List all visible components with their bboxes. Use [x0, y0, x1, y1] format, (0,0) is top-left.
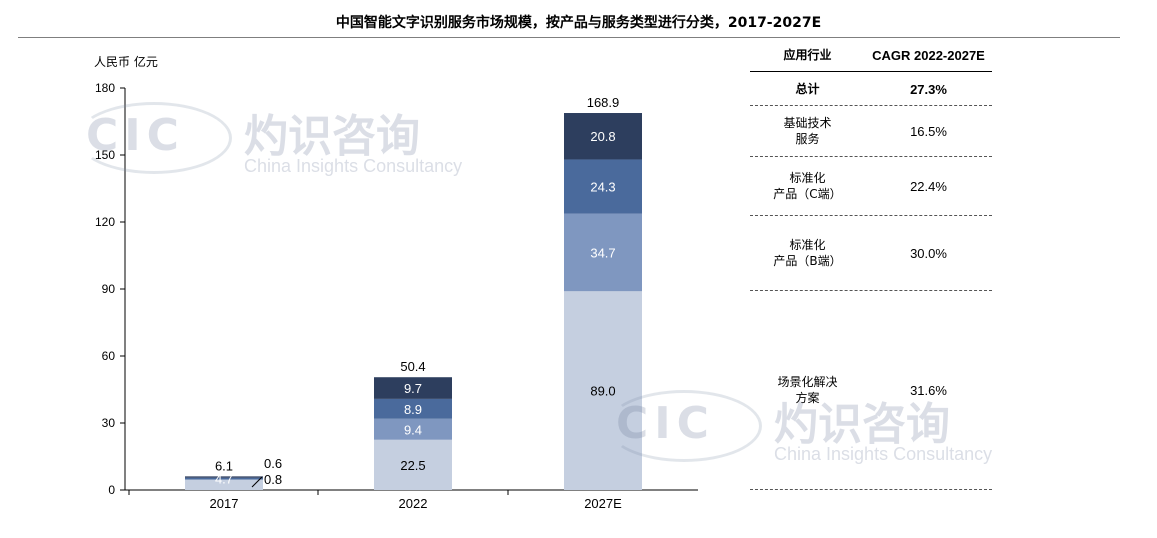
annotation-leader [251, 476, 263, 488]
table-row: 总计 27.3% [750, 73, 992, 105]
y-tick-label: 0 [108, 483, 115, 497]
y-tick-label: 90 [102, 282, 116, 296]
row-divider [750, 489, 992, 490]
data-label: 0.6 [264, 456, 282, 471]
header-rule [750, 71, 992, 72]
y-unit-label: 人民币 亿元 [94, 54, 158, 69]
bar-segment [374, 439, 452, 490]
table-row: 标准化 产品（B端） 30.0% [750, 217, 992, 289]
cagr-table-header: 应用行业 CAGR 2022-2027E [750, 40, 992, 70]
bar-segment [185, 479, 263, 490]
row-divider [750, 105, 992, 106]
data-label: 22.5 [400, 458, 425, 473]
bar-segment [564, 113, 642, 160]
row-industry: 标准化 产品（C端） [773, 171, 842, 201]
x-tick-label: 2027E [584, 496, 622, 511]
bar-segment [185, 476, 263, 478]
row-industry: 总计 [795, 82, 820, 96]
stacked-bar-chart: 人民币 亿元 0 30 60 90 120 150 180 2017 6.1 2022 22.5 9.4… [94, 54, 698, 511]
total-label: 6.1 [215, 458, 233, 473]
row-cagr: 30.0% [910, 245, 947, 261]
data-label: 20.8 [590, 129, 615, 144]
table-row: 基础技术 服务 16.5% [750, 107, 992, 155]
data-label: 0.8 [264, 472, 282, 487]
y-tick-label: 180 [95, 81, 115, 95]
header-cagr: CAGR 2022-2027E [872, 47, 985, 63]
row-industry: 场景化解决 方案 [777, 375, 838, 405]
y-tick-label: 150 [95, 148, 115, 162]
bar-segment [564, 291, 642, 490]
row-divider [750, 156, 992, 157]
table-row: 场景化解决 方案 31.6% [750, 292, 992, 488]
data-label: 8.9 [404, 402, 422, 417]
data-label: 4.7 [215, 472, 233, 487]
row-cagr: 22.4% [910, 178, 947, 194]
chart-title: 中国智能文字识别服务市场规模，按产品与服务类型进行分类，2017-2027E [335, 15, 822, 31]
row-divider [750, 290, 992, 291]
y-tick-label: 120 [95, 215, 115, 229]
title-divider [18, 37, 1120, 38]
table-row: 标准化 产品（C端） 22.4% [750, 158, 992, 214]
data-label: 24.3 [590, 180, 615, 195]
bar-segment [374, 418, 452, 440]
total-label: 168.9 [587, 95, 620, 110]
bar-segment [564, 213, 642, 292]
bar-segment [185, 477, 263, 480]
x-tick-label: 2022 [399, 496, 428, 511]
data-label: 9.7 [404, 381, 422, 396]
x-tick-label: 2017 [210, 496, 239, 511]
header-industry: 应用行业 [783, 48, 832, 62]
bar-segment [374, 377, 452, 399]
row-cagr: 31.6% [910, 382, 947, 398]
y-tick-label: 60 [102, 349, 116, 363]
y-tick-label: 30 [102, 416, 116, 430]
row-divider [750, 215, 992, 216]
bar-segment [374, 398, 452, 419]
data-label: 89.0 [590, 384, 615, 399]
total-label: 50.4 [400, 359, 425, 374]
data-label: 34.7 [590, 245, 615, 260]
bar-segment [564, 159, 642, 214]
data-label: 9.4 [404, 422, 422, 437]
row-cagr: 16.5% [910, 123, 947, 139]
row-industry: 基础技术 服务 [783, 116, 832, 146]
row-cagr: 27.3% [910, 81, 947, 97]
row-industry: 标准化 产品（B端） [773, 238, 842, 268]
